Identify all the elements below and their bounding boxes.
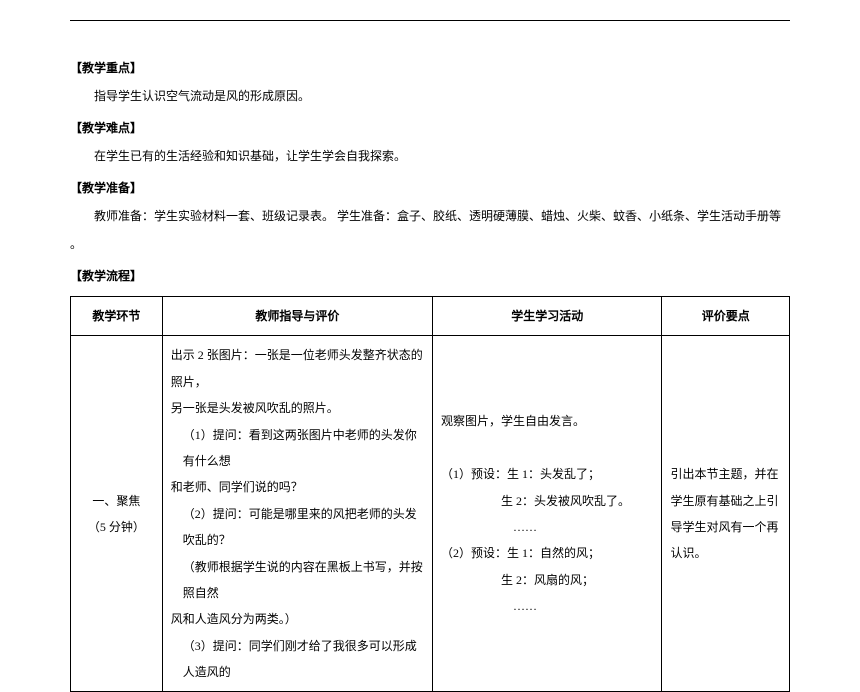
student-line	[441, 435, 653, 461]
th-eval: 评价要点	[662, 297, 790, 336]
prep-body: 教师准备：学生实验材料一套、班级记录表。 学生准备：盒子、胶纸、透明硬薄膜、蜡烛…	[70, 204, 790, 228]
section-flow: 【教学流程】	[70, 264, 790, 288]
teacher-line: 出示 2 张图片：一张是一位老师头发整齐状态的照片，	[171, 342, 424, 395]
student-line: ……	[441, 593, 653, 619]
student-line: （2）预设：生 1：自然的风；	[441, 540, 653, 566]
eval-line	[670, 408, 781, 434]
cell-stage: 一、聚焦 （5 分钟）	[71, 336, 163, 692]
section-difficulty: 【教学难点】 在学生已有的生活经验和知识基础，让学生学会自我探索。	[70, 116, 790, 168]
teacher-line: （3）提问：同学们刚才给了我很多可以形成人造风的	[171, 633, 424, 686]
difficulty-body: 在学生已有的生活经验和知识基础，让学生学会自我探索。	[70, 144, 790, 168]
focus-body: 指导学生认识空气流动是风的形成原因。	[70, 84, 790, 108]
focus-header: 【教学重点】	[70, 56, 790, 80]
eval-line: 导学生对风有一个再	[670, 514, 781, 540]
prep-trailing-punct: 。	[70, 232, 790, 256]
teacher-line: （2）提问：可能是哪里来的风把老师的头发吹乱的？	[171, 501, 424, 554]
section-focus: 【教学重点】 指导学生认识空气流动是风的形成原因。	[70, 56, 790, 108]
cell-student: 观察图片，学生自由发言。 （1）预设：生 1：头发乱了； 生 2：头发被风吹乱了…	[433, 336, 662, 692]
th-student: 学生学习活动	[433, 297, 662, 336]
student-line: 观察图片，学生自由发言。	[441, 408, 653, 434]
teacher-line: 风和人造风分为两类。）	[171, 606, 424, 632]
section-prep: 【教学准备】 教师准备：学生实验材料一套、班级记录表。 学生准备：盒子、胶纸、透…	[70, 176, 790, 256]
eval-line	[670, 593, 781, 619]
th-stage: 教学环节	[71, 297, 163, 336]
difficulty-header: 【教学难点】	[70, 116, 790, 140]
teacher-line: （教师根据学生说的内容在黑板上书写，并按照自然	[171, 554, 424, 607]
eval-line	[670, 567, 781, 593]
student-line: 生 2：风扇的风；	[441, 567, 653, 593]
cell-teacher: 出示 2 张图片：一张是一位老师头发整齐状态的照片， 另一张是头发被风吹乱的照片…	[162, 336, 432, 692]
cell-eval: 引出本节主题，并在 学生原有基础之上引 导学生对风有一个再 认识。	[662, 336, 790, 692]
table-header-row: 教学环节 教师指导与评价 学生学习活动 评价要点	[71, 297, 790, 336]
student-line: ……	[441, 514, 653, 540]
th-teacher: 教师指导与评价	[162, 297, 432, 336]
teacher-line: （1）提问：看到这两张图片中老师的头发你有什么想	[171, 422, 424, 475]
teacher-line: 和老师、同学们说的吗？	[171, 474, 424, 500]
table-row: 一、聚焦 （5 分钟） 出示 2 张图片：一张是一位老师头发整齐状态的照片， 另…	[71, 336, 790, 692]
eval-line: 学生原有基础之上引	[670, 488, 781, 514]
stage-line1: 一、聚焦	[79, 488, 154, 514]
stage-line2: （5 分钟）	[79, 514, 154, 540]
teacher-line: 另一张是头发被风吹乱的照片。	[171, 395, 424, 421]
eval-line: 引出本节主题，并在	[670, 461, 781, 487]
student-line: （1）预设：生 1：头发乱了；	[441, 461, 653, 487]
flow-header: 【教学流程】	[70, 264, 790, 288]
eval-line	[670, 435, 781, 461]
teaching-flow-table: 教学环节 教师指导与评价 学生学习活动 评价要点 一、聚焦 （5 分钟） 出示 …	[70, 296, 790, 692]
eval-line: 认识。	[670, 540, 781, 566]
top-horizontal-rule	[70, 20, 790, 21]
student-line: 生 2：头发被风吹乱了。	[441, 488, 653, 514]
prep-header: 【教学准备】	[70, 176, 790, 200]
